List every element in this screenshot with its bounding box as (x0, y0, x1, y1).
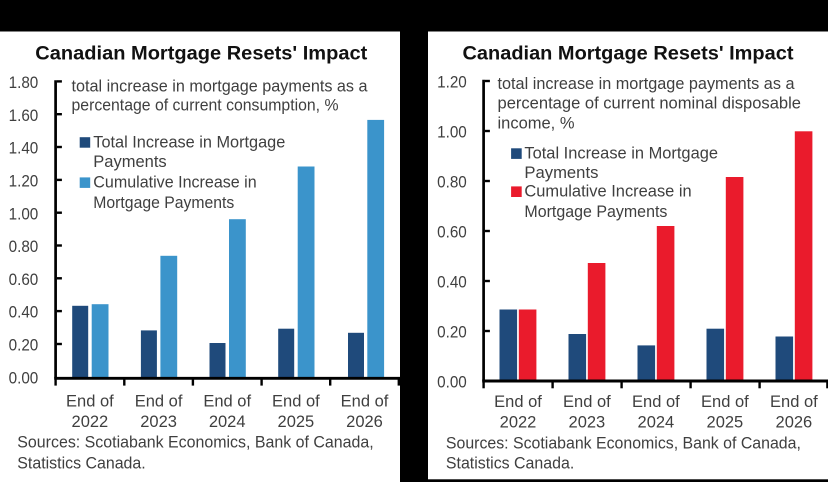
svg-text:0.40: 0.40 (9, 304, 39, 322)
svg-text:Canadian Mortgage Resets' Impa: Canadian Mortgage Resets' Impact (35, 43, 368, 65)
svg-text:End of: End of (66, 393, 114, 411)
svg-text:percentage of current consumpt: percentage of current consumption, % (72, 97, 339, 115)
svg-text:0.40: 0.40 (437, 274, 467, 292)
svg-text:2022: 2022 (72, 413, 109, 431)
svg-text:End of: End of (272, 393, 320, 411)
svg-text:1.80: 1.80 (9, 74, 39, 92)
svg-text:Total Increase in Mortgage: Total Increase in Mortgage (93, 132, 285, 151)
svg-text:1.00: 1.00 (9, 205, 39, 223)
svg-text:End of: End of (770, 393, 818, 411)
svg-text:Payments: Payments (524, 163, 598, 182)
svg-text:0.60: 0.60 (9, 271, 39, 289)
svg-text:0.20: 0.20 (9, 337, 39, 355)
svg-text:2025: 2025 (278, 413, 315, 431)
svg-text:1.00: 1.00 (437, 124, 467, 142)
svg-text:End of: End of (701, 393, 749, 411)
svg-text:0.60: 0.60 (437, 224, 467, 242)
svg-text:2023: 2023 (140, 413, 177, 431)
svg-text:total increase in mortgage pay: total increase in mortgage payments as a (72, 77, 369, 95)
svg-text:Statistics Canada.: Statistics Canada. (446, 455, 574, 473)
svg-text:0.00: 0.00 (437, 374, 467, 392)
svg-text:2023: 2023 (569, 414, 606, 432)
svg-text:0.80: 0.80 (9, 238, 39, 256)
svg-text:End of: End of (135, 393, 183, 411)
svg-text:Canadian Mortgage Resets' Impa: Canadian Mortgage Resets' Impact (463, 43, 795, 65)
svg-text:0.80: 0.80 (437, 174, 467, 192)
svg-text:2026: 2026 (776, 414, 813, 432)
svg-text:income, %: income, % (498, 114, 575, 132)
svg-text:Sources: Scotiabank Economics,: Sources: Scotiabank Economics, Bank of C… (17, 433, 373, 451)
svg-text:End of: End of (494, 393, 542, 411)
svg-text:End of: End of (563, 393, 611, 411)
svg-text:Sources: Scotiabank Economics,: Sources: Scotiabank Economics, Bank of C… (446, 434, 801, 452)
svg-text:1.40: 1.40 (9, 140, 39, 158)
svg-text:0.20: 0.20 (437, 324, 467, 342)
svg-text:Cumulative Increase in: Cumulative Increase in (93, 173, 256, 192)
svg-text:Mortgage Payments: Mortgage Payments (524, 202, 667, 221)
svg-text:2024: 2024 (638, 414, 675, 432)
svg-text:2024: 2024 (209, 413, 246, 431)
svg-text:Statistics Canada.: Statistics Canada. (17, 454, 145, 472)
svg-text:Total Increase in Mortgage: Total Increase in Mortgage (524, 144, 718, 163)
svg-text:percentage of current nominal: percentage of current nominal disposable (498, 95, 802, 113)
svg-text:2026: 2026 (346, 413, 383, 431)
svg-text:2022: 2022 (500, 414, 537, 432)
svg-text:1.20: 1.20 (437, 74, 467, 92)
svg-text:Payments: Payments (93, 152, 166, 171)
svg-text:total increase in mortgage pay: total increase in mortgage payments as a (498, 75, 796, 93)
svg-text:End of: End of (632, 393, 680, 411)
svg-text:Mortgage Payments: Mortgage Payments (93, 193, 234, 212)
svg-text:0.00: 0.00 (9, 369, 39, 387)
svg-text:End of: End of (203, 393, 251, 411)
svg-text:2025: 2025 (707, 414, 744, 432)
svg-text:1.60: 1.60 (9, 107, 39, 125)
svg-text:1.20: 1.20 (9, 173, 39, 191)
svg-text:End of: End of (341, 393, 389, 411)
svg-text:Cumulative Increase in: Cumulative Increase in (524, 182, 691, 201)
